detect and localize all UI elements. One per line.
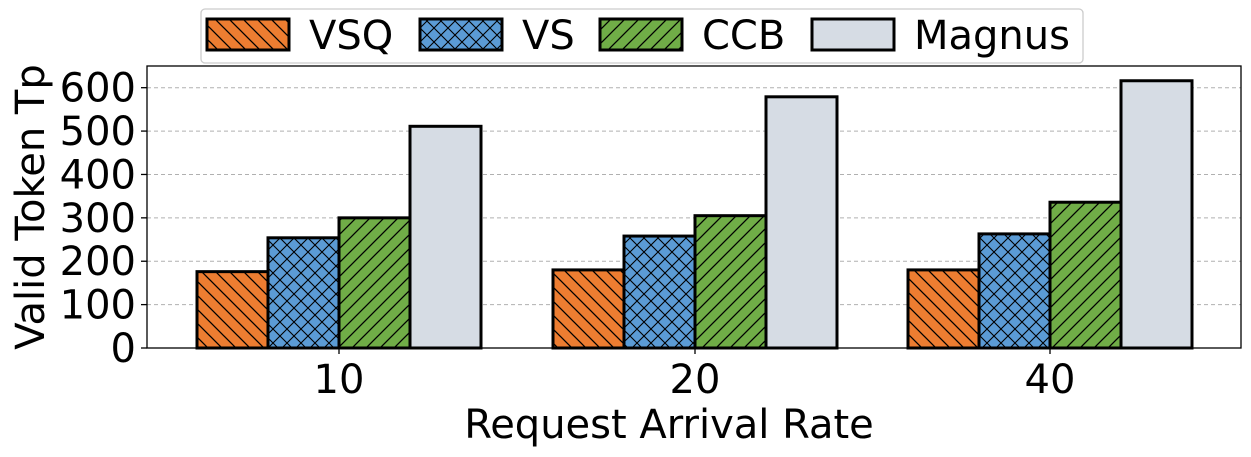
- y-axis-label: Valid Token Tp: [8, 64, 54, 349]
- legend-swatch-hatch: [600, 19, 682, 50]
- bar-hatch: [197, 271, 268, 348]
- legend-swatch-outline: [205, 17, 291, 52]
- legend-swatch-magnus: [812, 19, 894, 50]
- bar-magnus-20: [766, 96, 837, 349]
- bar-hatch: [624, 236, 695, 348]
- legend-label-magnus: Magnus: [914, 13, 1070, 59]
- bars: [195, 79, 1194, 350]
- bar-hatch: [695, 215, 766, 348]
- y-tick-label: 500: [60, 109, 136, 155]
- legend-swatch-outline: [598, 17, 684, 52]
- x-tick-label: 40: [1025, 357, 1076, 403]
- bar-hatch: [553, 269, 624, 348]
- y-tick-label: 0: [111, 326, 136, 372]
- legend-label-vsq: VSQ: [309, 13, 393, 59]
- bar-hatch: [908, 269, 979, 348]
- bar-magnus-40: [1121, 80, 1192, 349]
- y-tick-label: 100: [60, 283, 136, 329]
- y-tick-label: 200: [60, 239, 136, 285]
- bar-hatch: [1050, 202, 1121, 348]
- x-tick-label: 20: [670, 357, 721, 403]
- legend-swatch-hatch: [420, 19, 502, 50]
- bar-magnus-10: [410, 126, 481, 348]
- plot-frame: [146, 65, 1242, 349]
- legend: VSQ VS CCB Magnus: [200, 8, 1084, 64]
- legend-label-ccb: CCB: [702, 13, 785, 59]
- legend-swatch-outline: [810, 17, 896, 52]
- y-tick-label: 400: [60, 152, 136, 198]
- x-tick-label: 10: [314, 357, 365, 403]
- y-tick-label: 300: [60, 196, 136, 242]
- bar-hatch: [979, 233, 1050, 348]
- legend-swatch-hatch: [207, 19, 289, 50]
- legend-swatch-outline: [418, 17, 504, 52]
- x-ticks: 10 20 40: [314, 348, 1076, 403]
- bar-hatch: [268, 237, 339, 348]
- bar-hatch: [339, 217, 410, 348]
- x-axis-label: Request Arrival Rate: [464, 402, 874, 448]
- y-tick-label: 600: [60, 66, 136, 112]
- legend-label-vs: VS: [522, 13, 575, 59]
